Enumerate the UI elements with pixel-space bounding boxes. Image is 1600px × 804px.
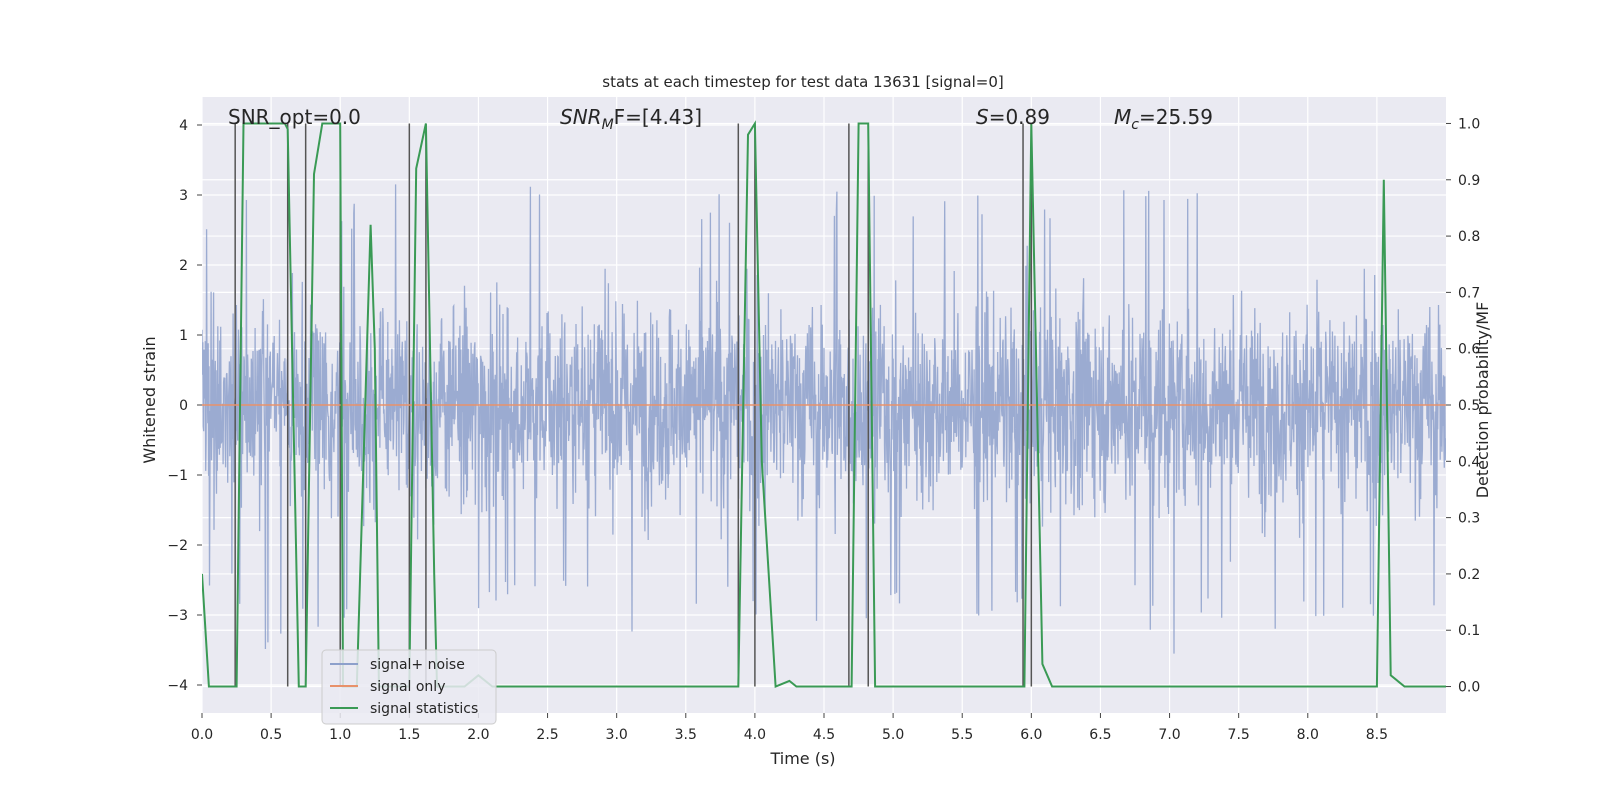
mc-value: =25.59 [1139,105,1213,129]
mc-subscript: c [1131,117,1139,133]
legend: signal+ noise signal only signal statist… [321,649,497,725]
y-right-tick-label: 0.6 [1458,342,1480,358]
statistics-series-group [202,120,1446,688]
x-tick-label: 1.0 [329,727,351,743]
y-right-tick-label: 0.9 [1458,173,1480,189]
x-tick-label: 8.5 [1366,727,1388,743]
x-tick-label: 0.0 [191,727,213,743]
y-tick-label: −1 [167,468,188,484]
x-tick-label: 4.5 [813,727,835,743]
s-value: =0.89 [989,105,1050,129]
snr-mf-annotation: SNRMF=[4.43] [560,105,702,133]
y-tick-label: −3 [167,608,188,624]
x-tick-label: 5.5 [951,727,973,743]
y-right-tick-label: 0.8 [1458,229,1480,245]
y-tick-label: 3 [179,188,188,204]
x-tick-label: 7.0 [1158,727,1180,743]
axis-ticks: 0.0 0.5 1.0 1.5 2.0 2.5 3.0 3.5 4.0 4.5 5.0 5.5 6.0 6… [167,116,1480,743]
legend-entry-signal: signal only [370,679,445,695]
x-tick-label: 6.5 [1089,727,1111,743]
y-right-tick-label: 0.5 [1458,398,1480,414]
y-axis-right-label: Detection probability/MF [1473,302,1492,499]
y-tick-label: 0 [179,398,188,414]
x-tick-label: 3.0 [606,727,628,743]
mc-symbol: M [1114,105,1131,129]
x-tick-label: 0.5 [260,727,282,743]
snr-mf-value: F=[4.43] [614,105,702,129]
y-right-tick-label: 1.0 [1458,116,1480,132]
y-right-tick-label: 0.2 [1458,567,1480,583]
y-right-tick-label: 0.4 [1458,454,1480,470]
snr-mf-base: SNR [560,105,602,129]
mc-annotation: Mc=25.59 [1114,105,1213,133]
y-tick-label: −2 [167,538,188,554]
y-tick-label: 1 [179,328,188,344]
y-tick-label: 2 [179,258,188,274]
x-tick-label: 2.0 [467,727,489,743]
x-tick-label: 6.0 [1020,727,1042,743]
y-tick-label: −4 [167,678,188,694]
y-right-tick-label: 0.3 [1458,511,1480,527]
x-tick-label: 5.0 [882,727,904,743]
y-tick-label: 4 [179,118,188,134]
snr-opt-annotation: SNR_opt=0.0 [228,105,361,129]
s-symbol: S [976,105,989,129]
s-annotation: S=0.89 [976,105,1050,129]
x-tick-label: 2.5 [536,727,558,743]
snr-mf-subscript: M [602,117,614,133]
x-tick-label: 3.5 [675,727,697,743]
x-tick-label: 7.5 [1228,727,1250,743]
x-axis-label: Time (s) [769,749,835,768]
chart-title: stats at each timestep for test data 136… [602,73,1003,91]
legend-entry-noise: signal+ noise [370,657,465,673]
statistics-line [202,120,1446,688]
x-tick-label: 8.0 [1297,727,1319,743]
y-axis-label: Whitened strain [140,336,159,463]
y-right-tick-label: 0.1 [1458,623,1480,639]
y-right-tick-label: 0.7 [1458,285,1480,301]
legend-box [321,649,497,725]
y-right-tick-label: 0.0 [1458,680,1480,696]
x-tick-label: 4.0 [744,727,766,743]
x-tick-label: 1.5 [398,727,420,743]
legend-entry-stats: signal statistics [370,701,478,717]
